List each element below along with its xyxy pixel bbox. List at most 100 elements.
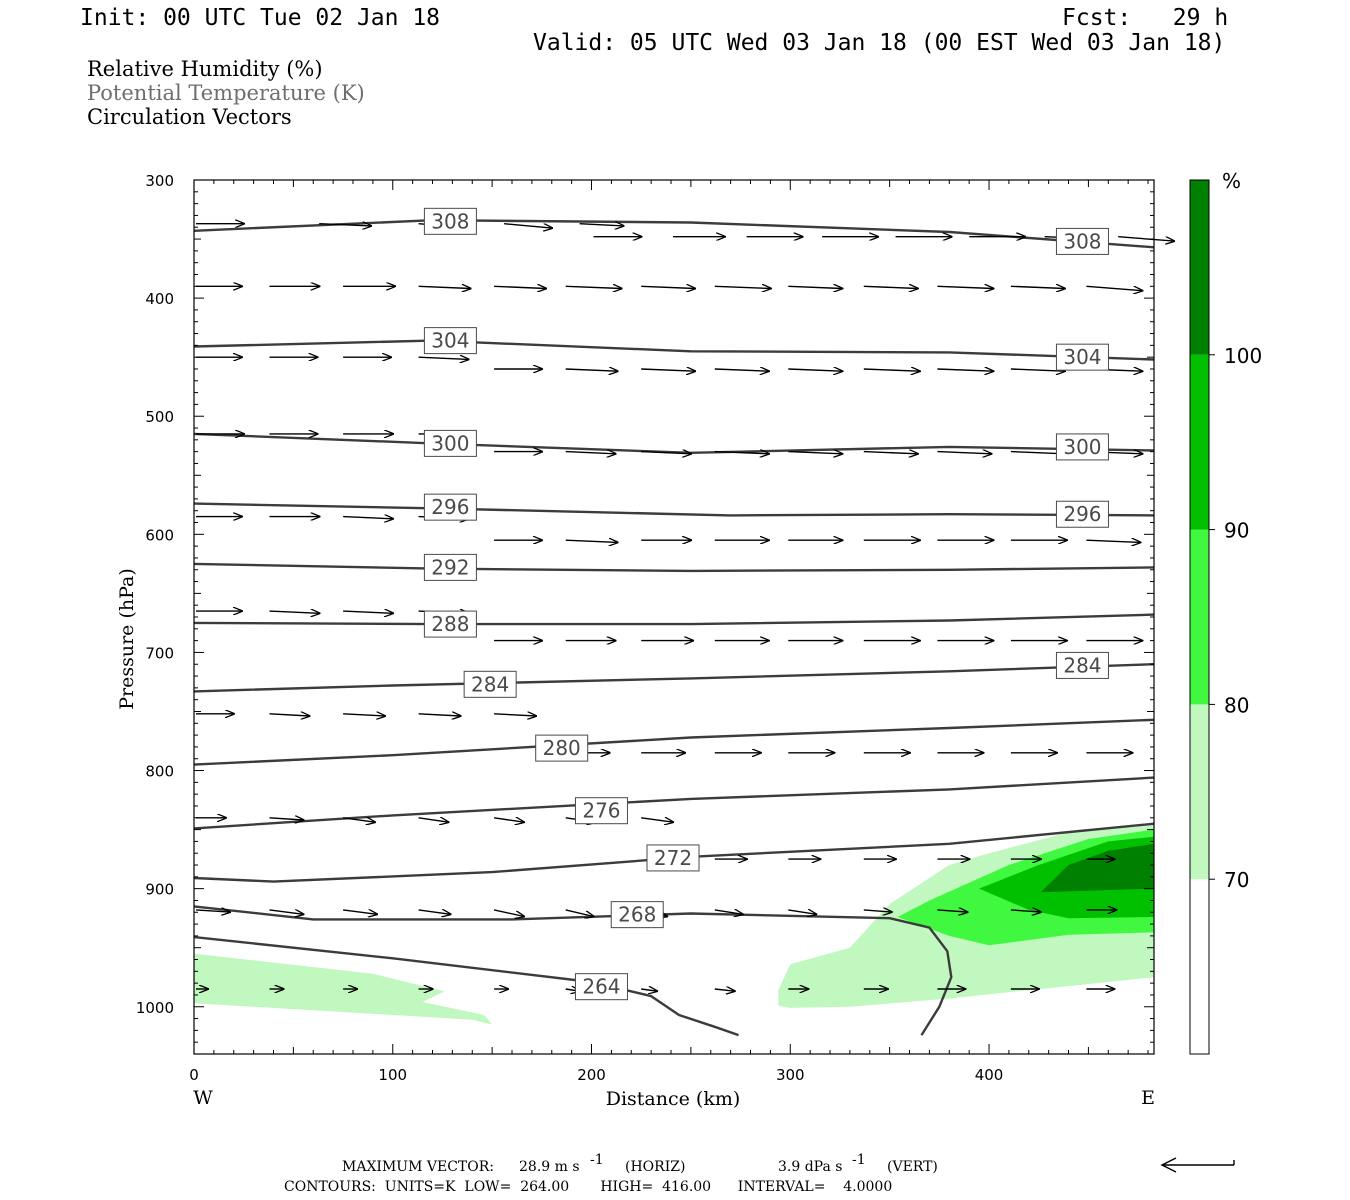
theta-label-text: 308 <box>1063 229 1101 253</box>
theta-contour-288 <box>193 613 1155 626</box>
x-end-label-east: E <box>1141 1087 1155 1109</box>
field-label-relative-humidity: Relative Humidity (%) <box>87 57 323 81</box>
theta-label-box <box>423 493 477 521</box>
wind-vector <box>641 286 695 288</box>
wind-vector <box>863 369 920 371</box>
max-vector-horiz-exponent: -1 <box>590 1152 604 1168</box>
wind-vector <box>788 910 816 914</box>
wind-vector <box>937 910 967 912</box>
theta-label-box <box>1055 227 1109 255</box>
theta-contour-label: 300 <box>1055 433 1109 461</box>
reference-vector-arrow <box>1160 1157 1235 1173</box>
theta-contour-label: 284 <box>463 670 517 698</box>
wind-vector <box>494 714 536 716</box>
theta-label-text: 272 <box>654 846 692 870</box>
wind-vector <box>565 909 594 917</box>
colorbar-tick-label: 90 <box>1224 519 1249 543</box>
x-axis-title: Distance (km) <box>606 1088 741 1110</box>
theta-label-text: 288 <box>431 612 469 636</box>
wind-vector <box>714 989 735 991</box>
init-time-title: Init: 00 UTC Tue 02 Jan 18 <box>80 5 441 31</box>
x-tick-label: 300 <box>776 1066 805 1084</box>
theta-contour-284 <box>193 663 1155 693</box>
theta-label-box <box>646 844 700 872</box>
theta-label-box <box>574 973 628 1001</box>
theta-contour-label: 304 <box>423 327 477 355</box>
wind-vector <box>641 989 657 991</box>
theta-label-box <box>1055 343 1109 371</box>
field-label-potential-temperature: Potential Temperature (K) <box>87 81 365 105</box>
theta-label-text: 300 <box>431 431 469 455</box>
rh-region-70-80 <box>194 953 493 1025</box>
theta-contour-304 <box>193 339 1155 361</box>
wind-vector <box>714 286 771 288</box>
theta-label-text: 304 <box>1063 345 1101 369</box>
theta-label-box <box>535 734 589 762</box>
y-tick-label: 700 <box>145 644 174 662</box>
theta-label-box <box>423 207 477 235</box>
colorbar-tick-label: 70 <box>1224 868 1249 892</box>
theta-label-text: 268 <box>618 903 656 927</box>
theta-label-text: 264 <box>582 975 620 999</box>
wind-vector <box>1010 452 1065 454</box>
theta-contour-300 <box>193 432 1155 454</box>
colorbar-band <box>1190 529 1209 705</box>
theta-contour-296 <box>193 502 1155 517</box>
theta-label-text: 296 <box>1063 502 1101 526</box>
wind-vector <box>641 818 673 822</box>
valid-time-title: Valid: 05 UTC Wed 03 Jan 18 (00 EST Wed … <box>533 30 1226 56</box>
wind-vector <box>418 818 449 822</box>
theta-label-box <box>1055 651 1109 679</box>
wind-vector <box>418 714 461 716</box>
contours-info: CONTOURS: UNITS=K LOW= 264.00 HIGH= 416.… <box>284 1179 892 1195</box>
theta-label-text: 304 <box>431 329 469 353</box>
max-vector-vert-value: 3.9 dPa s <box>778 1159 842 1175</box>
wind-vector <box>343 818 375 822</box>
wind-vector <box>565 540 618 542</box>
theta-contour-280 <box>193 718 1155 766</box>
theta-label-box <box>610 901 664 929</box>
colorbar-tick-label: 80 <box>1224 693 1249 717</box>
colorbar-band <box>1190 180 1209 355</box>
wind-vector <box>641 369 695 371</box>
theta-contour-label: 276 <box>574 797 628 825</box>
wind-vector <box>937 286 993 288</box>
y-tick-label: 800 <box>145 763 174 781</box>
y-tick-label: 300 <box>145 172 174 190</box>
forecast-hour-title: Fcst: 29 h <box>1062 5 1229 31</box>
theta-contour-label: 296 <box>1055 500 1109 528</box>
wind-vector <box>714 452 769 454</box>
wind-vector <box>1086 540 1140 542</box>
wind-vector <box>863 286 918 288</box>
theta-contour-276 <box>193 776 1155 830</box>
footer: MAXIMUM VECTOR: 28.9 m s -1 (HORIZ) 3.9 … <box>284 1152 1235 1195</box>
wind-vector <box>1010 910 1041 912</box>
max-vector-label: MAXIMUM VECTOR: <box>342 1159 494 1175</box>
theta-contour-label: 308 <box>423 207 477 235</box>
theta-label-box <box>423 327 477 355</box>
wind-vector <box>565 286 622 288</box>
colorbar-band <box>1190 879 1209 1054</box>
theta-label-text: 296 <box>431 495 469 519</box>
theta-label-text: 284 <box>1063 653 1101 677</box>
wind-vector <box>418 286 471 288</box>
x-end-label-west: W <box>193 1087 213 1109</box>
max-vector-horiz-tag: (HORIZ) <box>625 1159 685 1175</box>
theta-contour-label: 308 <box>1055 227 1109 255</box>
y-axis-title: Pressure (hPa) <box>116 568 138 710</box>
wind-vector <box>493 818 524 822</box>
theta-label-box <box>1055 500 1109 528</box>
theta-contour-272 <box>193 822 1155 883</box>
y-tick-label: 900 <box>145 881 174 899</box>
colorbar-unit-label: % <box>1222 169 1241 193</box>
wind-vector <box>343 714 385 716</box>
wind-vector <box>343 611 393 613</box>
wind-vector <box>269 818 304 820</box>
wind-vector <box>863 910 892 912</box>
x-tick-label: 400 <box>975 1066 1004 1084</box>
theta-label-text: 284 <box>471 672 509 696</box>
wind-vector <box>269 714 310 716</box>
wind-vector <box>319 224 371 226</box>
theta-contour-268 <box>193 905 953 1036</box>
